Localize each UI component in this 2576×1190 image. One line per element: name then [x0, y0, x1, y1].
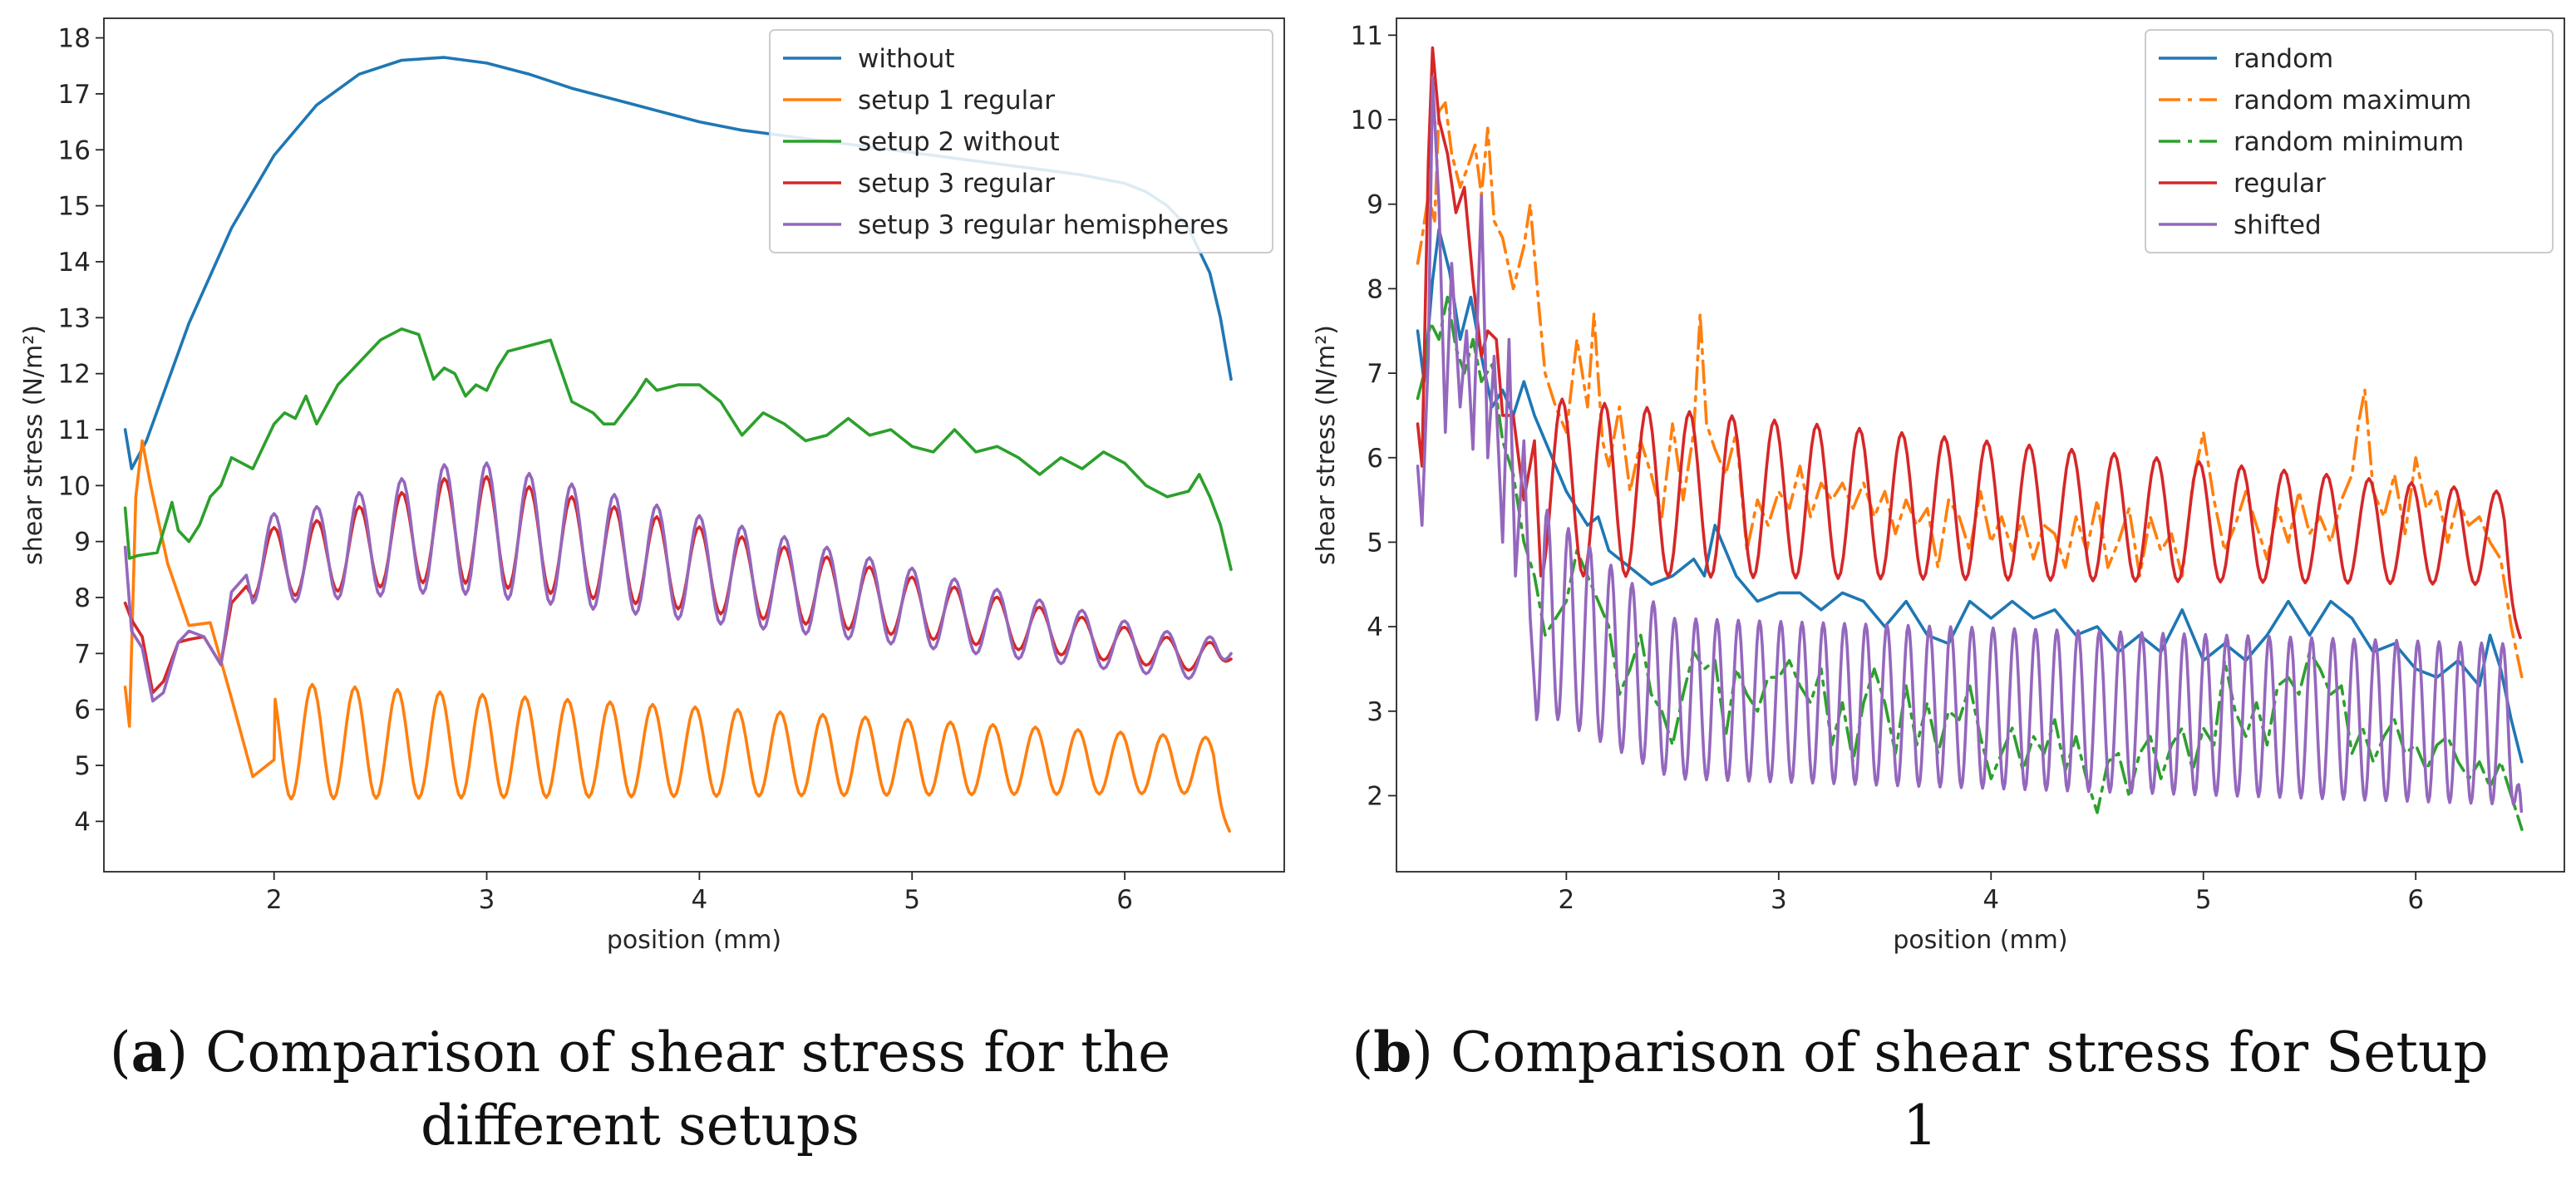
x-tick-label-0: 2	[266, 885, 283, 915]
x-tick-label-3: 5	[904, 885, 920, 915]
x-tick-label-3: 5	[2195, 885, 2212, 915]
legend-label-2: random minimum	[2234, 127, 2464, 157]
legend-label-3: regular	[2234, 169, 2326, 199]
y-tick-label-14: 18	[58, 24, 91, 54]
x-tick-label-4: 6	[2407, 885, 2424, 915]
legend-label-1: random maximum	[2234, 86, 2471, 116]
axes-frame	[103, 17, 1285, 873]
caption-a: (a) Comparison of shear stress for the d…	[109, 1020, 1171, 1158]
y-tick-label-1: 5	[74, 751, 91, 781]
legend-box	[769, 29, 1273, 253]
caption-b: (b) Comparison of shear stress for Setup…	[1352, 1020, 2489, 1158]
series-line-2	[123, 327, 1233, 572]
legend: without setup 1 regular setup 2 without set…	[769, 29, 1273, 253]
series-line-4	[123, 461, 1233, 703]
chart-panel-b: 2 3 4 5 6 2 3 4 5 6 7 8 9 10 11 position (mm) shear stre…	[1312, 17, 2565, 955]
x-tick-label-0: 2	[1558, 885, 1574, 915]
y-tick-label-6: 8	[1367, 274, 1383, 304]
y-tick-label-5: 7	[1367, 359, 1383, 389]
caption-a-text: Comparison of shear stress for the diffe…	[205, 1020, 1171, 1158]
axes-frame	[1396, 17, 2565, 873]
y-tick-label-1: 3	[1367, 697, 1383, 727]
y-tick-label-10: 14	[58, 248, 91, 278]
x-axis-label: position (mm)	[607, 926, 781, 955]
y-tick-label-9: 11	[1351, 21, 1383, 51]
y-tick-label-0: 2	[1367, 781, 1383, 811]
legend: random random maximum random minimum regula…	[2145, 29, 2554, 253]
y-tick-label-2: 6	[74, 696, 91, 725]
legend-label-4: setup 3 regular hemispheres	[858, 210, 1229, 240]
caption-b-letter: b	[1373, 1020, 1412, 1084]
y-axis-label: shear stress (N/m²)	[1312, 325, 1341, 565]
legend-box	[2145, 29, 2554, 253]
y-tick-label-3: 7	[74, 639, 91, 669]
legend-label-4: shifted	[2234, 210, 2322, 240]
y-tick-label-4: 8	[74, 583, 91, 613]
y-tick-label-11: 15	[58, 192, 91, 222]
caption-b-text: Comparison of shear stress for Setup 1	[1451, 1020, 2489, 1158]
legend-label-2: setup 2 without	[858, 127, 1060, 157]
x-tick-label-4: 6	[1116, 885, 1133, 915]
x-axis-label: position (mm)	[1893, 926, 2067, 955]
x-tick-label-1: 3	[1771, 885, 1787, 915]
x-tick-label-2: 4	[692, 885, 708, 915]
series-line-2	[1416, 295, 2524, 831]
x-tick-label-2: 4	[1982, 885, 1999, 915]
series-line-3	[1416, 46, 2522, 640]
y-tick-label-6: 10	[58, 471, 91, 501]
series-line-1	[123, 439, 1231, 833]
y-tick-label-7: 11	[58, 416, 91, 445]
series-line-0	[1416, 228, 2524, 764]
y-axis-label: shear stress (N/m²)	[19, 325, 48, 565]
y-tick-label-2: 4	[1367, 612, 1383, 642]
y-tick-label-4: 6	[1367, 444, 1383, 474]
x-tick-label-1: 3	[479, 885, 495, 915]
y-tick-label-0: 4	[74, 807, 91, 837]
series-line-4	[1416, 76, 2524, 814]
y-tick-label-3: 5	[1367, 528, 1383, 558]
y-tick-label-9: 13	[58, 303, 91, 333]
y-tick-label-8: 12	[58, 360, 91, 390]
y-tick-label-13: 17	[58, 80, 91, 110]
plot-area	[1416, 46, 2524, 831]
legend-label-3: setup 3 regular	[858, 169, 1055, 199]
y-tick-label-5: 9	[74, 528, 91, 558]
legend-label-0: random	[2234, 44, 2333, 74]
legend-label-1: setup 1 regular	[858, 86, 1055, 116]
chart-panel-a: 2 3 4 5 6 4 5 6 7 8 9 10 11 12 13 14 15 16 17 18 position (m…	[19, 17, 1285, 955]
y-tick-label-8: 10	[1351, 106, 1383, 135]
legend-label-0: without	[858, 44, 955, 74]
series-line-1	[1416, 101, 2524, 679]
y-tick-label-12: 16	[58, 135, 91, 165]
caption-a-letter: a	[131, 1020, 167, 1084]
y-tick-label-7: 9	[1367, 190, 1383, 220]
